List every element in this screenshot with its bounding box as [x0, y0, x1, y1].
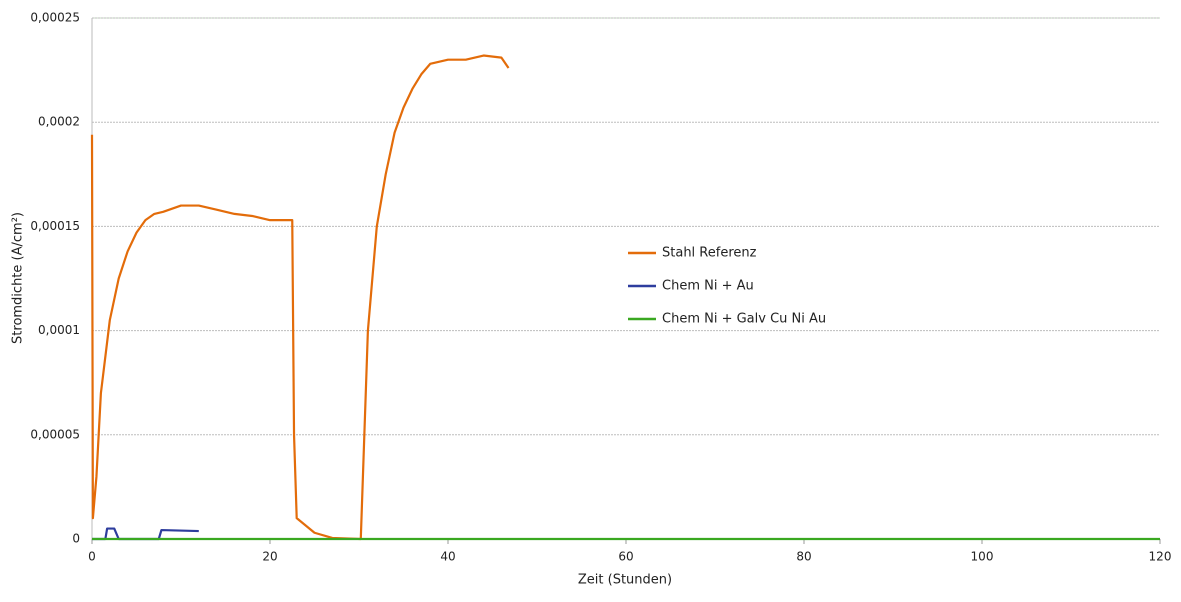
x-tick-label: 80 — [796, 550, 811, 564]
x-axis-label: Zeit (Stunden) — [578, 573, 672, 588]
x-tick-label: 40 — [440, 550, 455, 564]
y-tick-label: 0 — [72, 532, 80, 546]
y-tick-label: 0,0001 — [38, 323, 80, 337]
x-tick-label: 100 — [971, 550, 994, 564]
legend-label: Chem Ni + Galv Cu Ni Au — [662, 312, 826, 327]
legend-label: Stahl Referenz — [662, 246, 757, 261]
y-tick-label: 0,00015 — [30, 219, 80, 233]
x-tick-label: 60 — [618, 550, 633, 564]
legend-label: Chem Ni + Au — [662, 279, 754, 294]
x-tick-label: 120 — [1149, 550, 1172, 564]
y-tick-label: 0,00025 — [30, 11, 80, 25]
y-tick-label: 0,00005 — [30, 427, 80, 441]
y-axis-label: Stromdichte (A/cm²) — [11, 212, 26, 344]
series-line — [92, 527, 199, 541]
x-tick-label: 0 — [88, 550, 96, 564]
y-tick-label: 0,0002 — [38, 115, 80, 129]
x-tick-label: 20 — [262, 550, 277, 564]
series-line — [90, 54, 510, 541]
